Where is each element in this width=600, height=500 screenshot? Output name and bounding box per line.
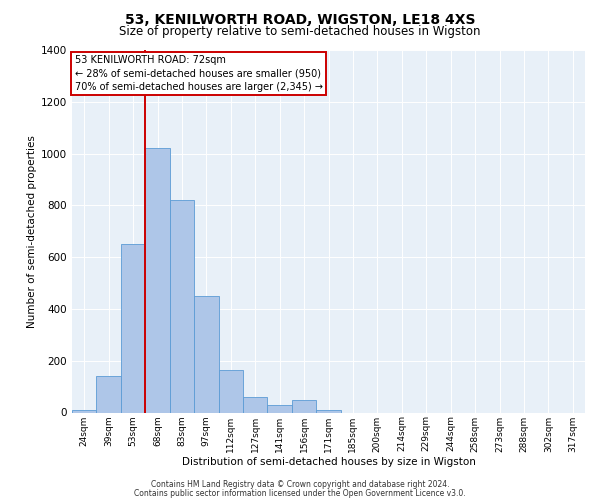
- Bar: [316, 410, 341, 412]
- Bar: [97, 376, 121, 412]
- Text: Size of property relative to semi-detached houses in Wigston: Size of property relative to semi-detach…: [119, 25, 481, 38]
- Bar: [292, 400, 316, 412]
- Text: Contains public sector information licensed under the Open Government Licence v3: Contains public sector information licen…: [134, 488, 466, 498]
- X-axis label: Distribution of semi-detached houses by size in Wigston: Distribution of semi-detached houses by …: [182, 457, 475, 467]
- Text: 53, KENILWORTH ROAD, WIGSTON, LE18 4XS: 53, KENILWORTH ROAD, WIGSTON, LE18 4XS: [125, 12, 475, 26]
- Bar: [218, 370, 243, 412]
- Bar: [121, 244, 145, 412]
- Bar: [170, 200, 194, 412]
- Bar: [243, 397, 268, 412]
- Text: 53 KENILWORTH ROAD: 72sqm
← 28% of semi-detached houses are smaller (950)
70% of: 53 KENILWORTH ROAD: 72sqm ← 28% of semi-…: [74, 56, 323, 92]
- Bar: [145, 148, 170, 412]
- Bar: [194, 296, 218, 412]
- Bar: [72, 410, 97, 412]
- Text: Contains HM Land Registry data © Crown copyright and database right 2024.: Contains HM Land Registry data © Crown c…: [151, 480, 449, 489]
- Y-axis label: Number of semi-detached properties: Number of semi-detached properties: [27, 135, 37, 328]
- Bar: [268, 404, 292, 412]
